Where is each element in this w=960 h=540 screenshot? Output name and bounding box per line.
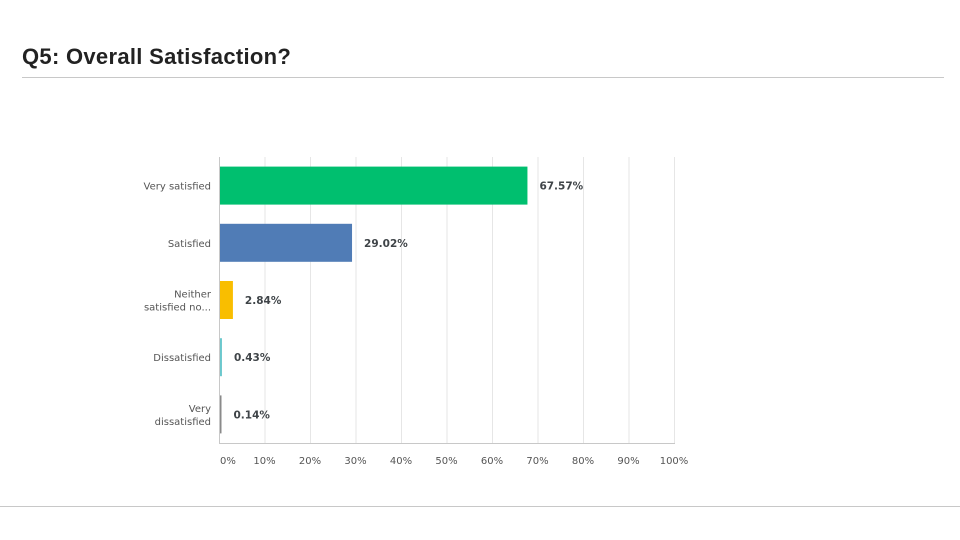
bar bbox=[220, 395, 222, 434]
title-divider bbox=[22, 77, 944, 78]
category-label: Very dissatisfied bbox=[155, 404, 211, 428]
grid-lines bbox=[264, 157, 675, 443]
page-title: Q5: Overall Satisfaction? bbox=[22, 44, 292, 69]
data-labels: 67.57% 29.02% 2.84% 0.43% 0.14% bbox=[234, 181, 584, 422]
data-label: 67.57% bbox=[539, 181, 583, 193]
data-label: 0.43% bbox=[234, 352, 271, 364]
x-tick-labels: 0% 10% 20% 30% 40% 50% 60% 70% 80% 90% 100% bbox=[220, 456, 688, 467]
bar bbox=[220, 223, 353, 262]
category-label: Neither satisfied no... bbox=[144, 290, 212, 314]
data-label: 29.02% bbox=[364, 238, 408, 250]
category-label: Dissatisfied bbox=[153, 353, 211, 364]
bar bbox=[220, 281, 233, 319]
x-tick-label: 30% bbox=[344, 456, 366, 467]
bar bbox=[220, 338, 222, 377]
x-tick-label: 90% bbox=[617, 456, 639, 467]
data-label: 0.14% bbox=[234, 409, 271, 421]
data-label: 2.84% bbox=[245, 295, 282, 307]
category-label: Satisfied bbox=[168, 239, 211, 250]
bars bbox=[220, 166, 528, 434]
x-tick-label: 70% bbox=[526, 456, 548, 467]
bar bbox=[220, 166, 528, 205]
x-tick-label: 20% bbox=[299, 456, 321, 467]
x-tick-label: 60% bbox=[481, 456, 503, 467]
x-tick-label: 10% bbox=[253, 456, 275, 467]
x-tick-label: 80% bbox=[572, 456, 594, 467]
x-tick-label: 40% bbox=[390, 456, 412, 467]
x-tick-label: 50% bbox=[435, 456, 457, 467]
axes bbox=[219, 157, 675, 444]
category-label: Very satisfied bbox=[144, 182, 211, 193]
x-tick-label: 0% bbox=[220, 456, 236, 467]
footer-divider bbox=[0, 506, 960, 507]
x-tick-label: 100% bbox=[660, 456, 689, 467]
category-labels: Very satisfied Satisfied Neither satisfied … bbox=[144, 182, 212, 428]
